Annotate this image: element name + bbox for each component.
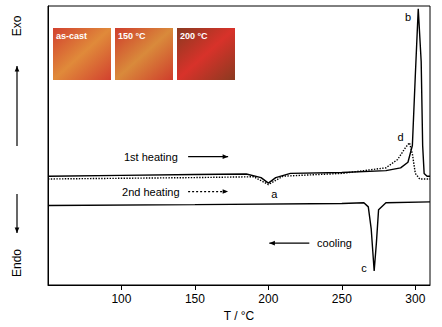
svg-text:a: a [271,188,278,200]
svg-text:200 °C: 200 °C [180,31,208,41]
svg-text:Exo: Exo [10,15,24,36]
svg-text:2nd heating: 2nd heating [122,186,180,198]
svg-text:250: 250 [332,292,352,306]
svg-text:as-cast: as-cast [56,31,87,41]
svg-text:150: 150 [185,292,205,306]
svg-text:b: b [405,11,411,23]
svg-text:T / °C: T / °C [224,309,255,323]
svg-text:Endo: Endo [10,249,24,277]
svg-text:100: 100 [111,292,131,306]
svg-text:d: d [398,131,404,143]
svg-text:150 °C: 150 °C [118,31,146,41]
svg-text:300: 300 [405,292,425,306]
svg-text:1st heating: 1st heating [124,151,178,163]
svg-text:200: 200 [258,292,278,306]
svg-text:cooling: cooling [317,237,352,249]
svg-text:c: c [361,262,367,274]
